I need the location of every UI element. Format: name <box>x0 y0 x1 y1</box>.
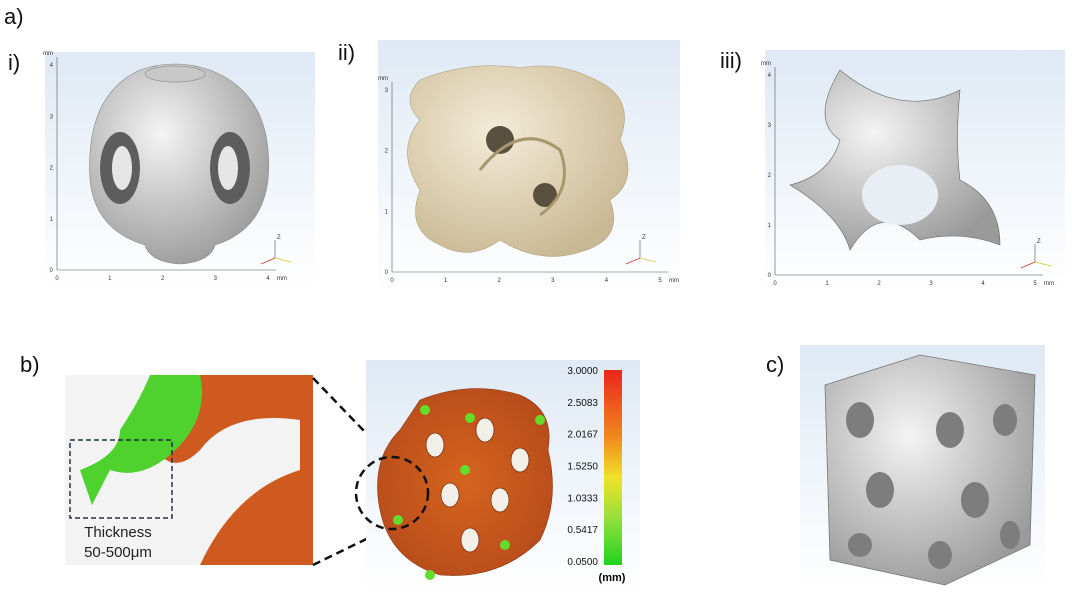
render-c <box>825 355 1035 585</box>
axis-unit: mm <box>1044 281 1054 287</box>
colorbar-label: 0.5417 <box>567 525 598 536</box>
figure: a) i) ii) iii) b) c) 01234mm01234mmZ0123… <box>0 0 1072 592</box>
colorbar-label: 3.0000 <box>567 366 598 377</box>
axis-unit: mm <box>277 276 287 282</box>
axis-unit: mm <box>378 76 388 82</box>
colorbar-label: 0.0500 <box>567 557 598 568</box>
render-ii <box>408 66 629 257</box>
panel-label: ii) <box>338 40 355 65</box>
panel-label: i) <box>8 50 20 75</box>
panel-label: iii) <box>720 48 742 73</box>
axis-unit: mm <box>669 278 679 284</box>
annotation: Thickness <box>84 524 152 541</box>
colorbar-label: 2.0167 <box>567 430 598 441</box>
triad-label: Z <box>277 235 281 241</box>
colorbar-unit: (mm) <box>599 572 626 584</box>
axis-unit: mm <box>43 51 53 57</box>
panel-label: b) <box>20 352 40 377</box>
panel-label: c) <box>766 352 784 377</box>
colorbar-label: 2.5083 <box>567 398 598 409</box>
axis-unit: mm <box>761 61 771 67</box>
colorbar-label: 1.5250 <box>567 462 598 473</box>
colorbar-label: 1.0333 <box>567 493 598 504</box>
triad-label: Z <box>642 235 646 241</box>
triad-label: Z <box>1037 239 1041 245</box>
annotation: 50-500μm <box>84 544 152 561</box>
panel-label: a) <box>4 4 24 29</box>
colorbar <box>604 370 622 565</box>
